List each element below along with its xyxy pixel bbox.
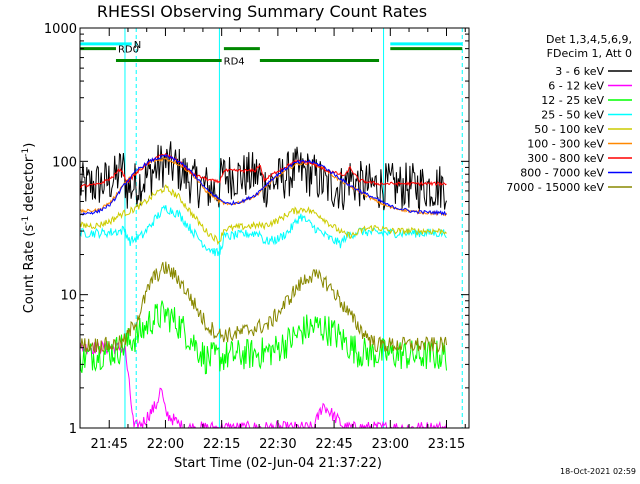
series-line-7000-15000-kev — [80, 261, 447, 354]
legend-entry-label: 7000 - 15000 keV — [506, 181, 604, 194]
y-axis-ticks: 1 10 100 1000 — [44, 22, 469, 437]
plot-frame — [79, 27, 470, 429]
x-tick-label: 21:45 — [90, 437, 127, 452]
x-tick-label: 23:00 — [372, 437, 409, 452]
series-line-800-7000-kev — [80, 153, 447, 216]
series-line-300-800-kev — [80, 152, 447, 189]
mode-marker-label-rd0: RD0 — [118, 45, 139, 56]
legend-entry-label: 3 - 6 keV — [555, 65, 604, 78]
series-layer — [80, 141, 447, 428]
mode-marker-label-n: N — [134, 40, 141, 51]
legend-header-line-2: FDecim 1, Att 0 — [547, 47, 632, 60]
chart-title: RHESSI Observing Summary Count Rates — [97, 2, 427, 21]
legend-entry-label: 25 - 50 keV — [541, 109, 604, 122]
series-line-3-6-kev — [80, 141, 447, 211]
series-line-12-25-kev — [80, 300, 447, 375]
legend-entry-label: 50 - 100 keV — [534, 123, 604, 136]
x-tick-label: 22:00 — [147, 437, 184, 452]
x-tick-label: 22:15 — [203, 437, 240, 452]
x-axis-ticks: 21:45 22:00 22:15 22:30 22:45 23:00 23:15 — [90, 28, 466, 452]
y-axis-label: Count Rate (s-1 detector-1) — [21, 143, 37, 314]
x-axis-label: Start Time (02-Jun-04 21:37:22) — [174, 456, 382, 471]
series-line-50-100-kev — [80, 184, 447, 246]
y-tick-label: 1 — [69, 422, 77, 437]
series-line-25-50-kev — [80, 204, 447, 257]
y-tick-label: 100 — [52, 155, 77, 170]
x-tick-label: 22:30 — [259, 437, 296, 452]
x-tick-label: 23:15 — [428, 437, 465, 452]
legend-header-line-1: Det 1,3,4,5,6,9, — [546, 33, 632, 46]
legend-entry-label: 12 - 25 keV — [541, 94, 604, 107]
y-tick-label: 10 — [60, 289, 77, 304]
legend: Det 1,3,4,5,6,9, FDecim 1, Att 0 3 - 6 k… — [506, 33, 632, 194]
y-tick-label: 1000 — [44, 22, 77, 37]
x-tick-label: 22:45 — [315, 437, 352, 452]
footer-timestamp: 18-Oct-2021 02:59 — [560, 467, 636, 476]
legend-entry-label: 800 - 7000 keV — [520, 167, 604, 180]
mode-marker-label-rd4: RD4 — [224, 57, 245, 68]
legend-entry-label: 300 - 800 keV — [527, 152, 604, 165]
legend-entry-label: 100 - 300 keV — [527, 138, 604, 151]
legend-entry-label: 6 - 12 keV — [548, 80, 604, 93]
series-line-6-12-kev — [80, 340, 447, 428]
